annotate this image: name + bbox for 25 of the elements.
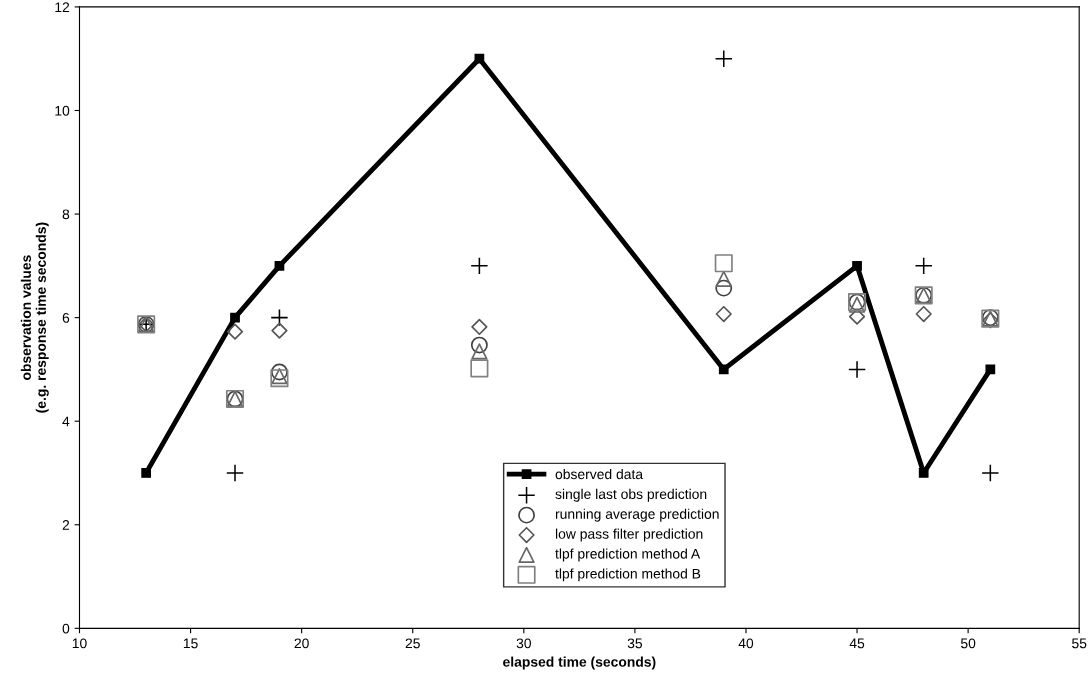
x-tick-label: 45 [849,638,865,649]
x-tick-label: 55 [1072,638,1087,649]
y-tick-label: 2 [62,520,70,530]
legend-label: running average prediction [555,508,719,522]
legend-label: observed data [555,468,644,480]
y-tick-label: 0 [62,623,70,634]
y-tick-label: 12 [55,2,70,12]
y-tick-label: 10 [55,105,70,116]
x-tick-label: 50 [960,638,976,649]
y-tick-label: 8 [62,209,70,220]
x-axis-title: elapsed time (seconds) [503,656,656,670]
x-tick-label: 10 [72,638,87,649]
x-tick-label: 25 [405,638,420,649]
x-tick-label: 35 [627,638,643,649]
y-tick-label: 6 [62,312,70,323]
y-axis-title: observation values (e.g. response time seconds) [20,222,49,413]
x-tick-label: 40 [738,638,754,649]
legend-label: tlpf prediction method B [555,568,701,582]
legend-label: single last obs prediction [555,488,707,502]
x-tick-label: 30 [516,638,531,649]
x-tick-label: 20 [294,638,309,649]
y-tick-label: 4 [62,416,70,427]
legend-label: tlpf prediction method A [555,548,701,562]
x-tick-label: 15 [183,638,198,649]
legend-label: low pass filter prediction [555,528,703,542]
